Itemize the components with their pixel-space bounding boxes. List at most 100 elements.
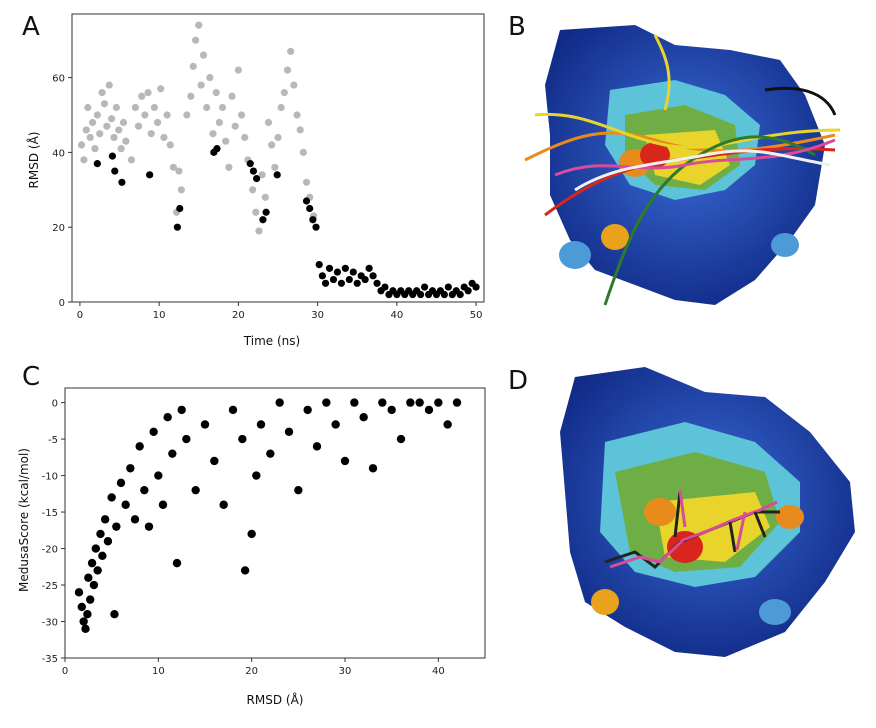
data-point [287, 47, 295, 56]
data-point [264, 118, 273, 127]
data-point [321, 279, 330, 287]
data-point [293, 111, 301, 119]
data-point [277, 103, 285, 112]
data-point [111, 167, 119, 175]
data-point [91, 145, 99, 153]
data-point [273, 171, 281, 179]
data-point [189, 62, 197, 70]
data-point [131, 103, 139, 112]
data-point [177, 186, 185, 194]
data-point [365, 264, 373, 272]
data-point [206, 73, 214, 82]
data-point [209, 130, 217, 138]
data-point [192, 36, 200, 44]
data-point [144, 88, 152, 97]
panel-letter-a: A [22, 12, 40, 42]
data-point [187, 92, 195, 100]
data-point [213, 145, 221, 153]
data-point [329, 275, 338, 284]
data-point [268, 141, 276, 149]
data-point [173, 223, 181, 231]
data-point [169, 163, 178, 171]
data-point [84, 103, 92, 112]
x-axis-label: Time (ns) [243, 334, 300, 348]
data-point [166, 141, 174, 149]
data-point [249, 167, 258, 175]
data-point [118, 178, 126, 186]
data-point [290, 81, 298, 89]
data-point [234, 66, 242, 74]
data-point [255, 227, 263, 235]
data-point [115, 126, 123, 134]
data-point [259, 216, 267, 224]
data-point [122, 137, 130, 145]
panel-letter-b: B [508, 12, 526, 42]
data-point [440, 290, 448, 299]
data-point [105, 81, 113, 89]
data-point [197, 81, 205, 89]
data-point [456, 290, 464, 299]
ligand-trajectory-tubes [524, 34, 841, 306]
surface-lightblue-spot [559, 241, 591, 269]
data-point [283, 66, 292, 74]
surface-orange-spot [601, 224, 629, 250]
data-point [103, 122, 111, 130]
surface-orange-spot [776, 505, 804, 529]
data-point [318, 272, 326, 280]
data-point [349, 268, 357, 276]
data-point [77, 141, 86, 149]
data-point [417, 290, 425, 299]
data-point [296, 126, 304, 134]
x-tick-label: 50 [470, 310, 483, 321]
data-point [353, 279, 361, 287]
data-point [203, 103, 211, 112]
data-point [325, 264, 334, 272]
data-point [147, 130, 155, 138]
data-point [89, 118, 97, 127]
data-point [108, 115, 116, 123]
data-point [249, 186, 257, 194]
data-point [246, 160, 254, 168]
data-point [464, 287, 472, 295]
data-point [98, 88, 106, 97]
data-point [175, 167, 183, 175]
protein-surface-best-pose-image [560, 367, 855, 657]
data-point [337, 279, 345, 287]
data-point [302, 178, 311, 186]
panel-letter-d: D [508, 366, 529, 396]
data-point [237, 111, 246, 119]
surface-orange-spot [644, 498, 676, 526]
data-point [96, 130, 104, 138]
data-point [110, 133, 118, 142]
data-point [86, 133, 94, 142]
data-point [252, 208, 260, 216]
surface-lightblue-spot [759, 599, 791, 625]
data-point [212, 88, 220, 97]
data-point [199, 51, 208, 59]
data-point [280, 88, 288, 97]
data-point [134, 122, 143, 130]
data-point [258, 171, 266, 179]
data-point [150, 103, 158, 112]
data-point [157, 85, 165, 93]
data-point [141, 111, 149, 119]
data-point [262, 208, 270, 216]
data-point [160, 133, 168, 142]
ligand-stick-model [604, 489, 780, 569]
data-point [176, 204, 184, 213]
y-tick-label: 40 [52, 148, 65, 159]
plot-frame [71, 13, 485, 303]
data-point [163, 111, 171, 119]
data-point [222, 137, 230, 145]
data-point [100, 100, 109, 108]
data-point [80, 156, 88, 164]
y-axis-label: RMSD (Å) [26, 132, 41, 189]
x-tick-label: 30 [311, 310, 324, 321]
panel-letter-c: C [22, 362, 41, 392]
data-point [315, 260, 323, 269]
data-point [299, 148, 307, 156]
data-point [271, 163, 279, 171]
x-tick-label: 20 [232, 310, 245, 321]
data-point [195, 21, 203, 29]
